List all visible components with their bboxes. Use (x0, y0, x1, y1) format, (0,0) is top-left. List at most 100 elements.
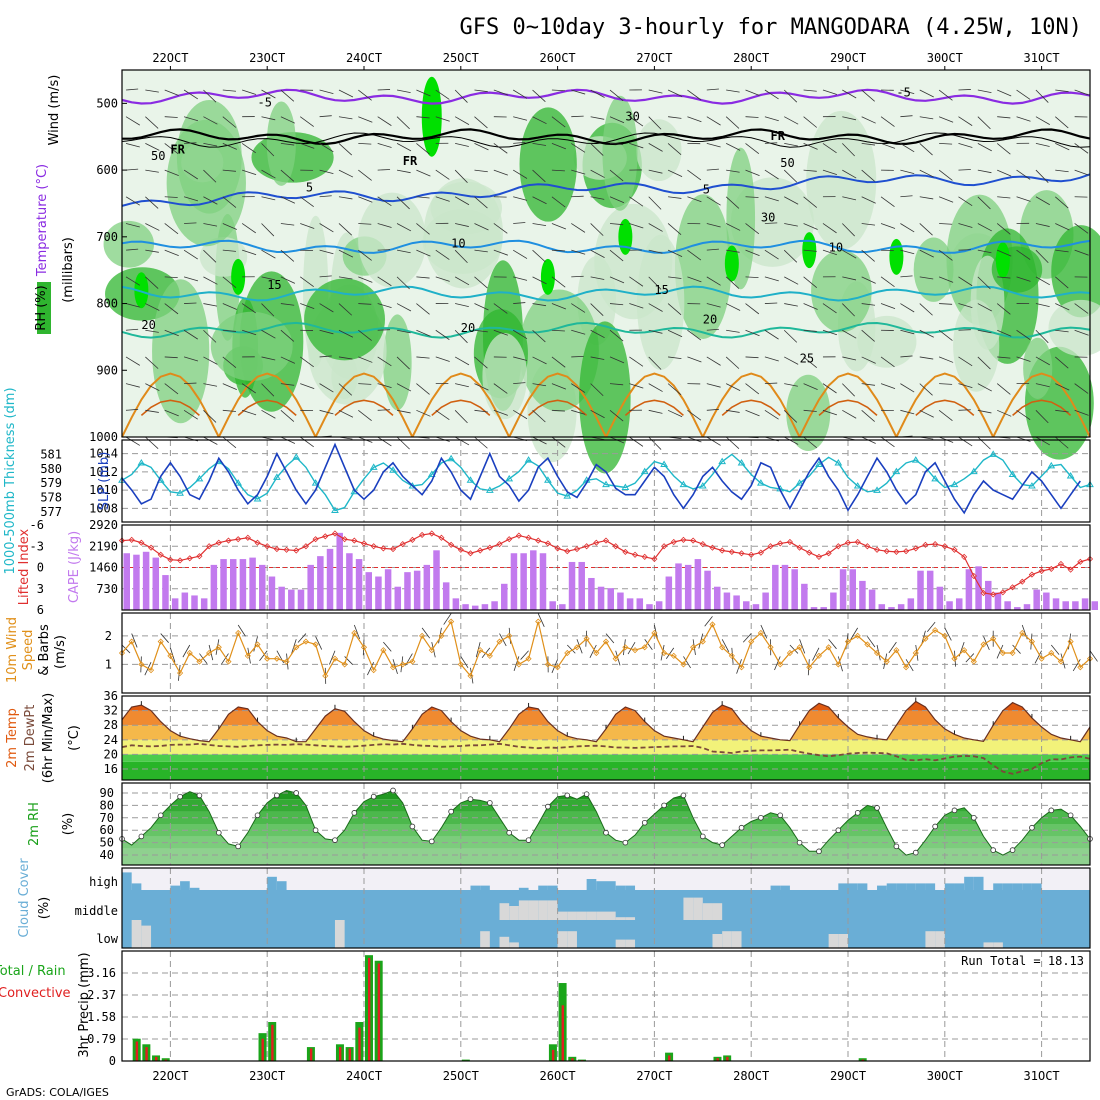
cape-bar (588, 577, 595, 610)
lifted-index-point (225, 537, 232, 544)
wind-barb (435, 169, 450, 180)
isotherm-label: 5 (306, 180, 313, 194)
wind-barb (222, 409, 236, 412)
wind-barb (513, 142, 526, 144)
rh2m-point (196, 792, 203, 799)
cloud-low-bar (557, 931, 568, 948)
cloud-high-bar (170, 885, 181, 890)
cape-bar (394, 586, 402, 610)
rh2m-tick-label: 90 (100, 786, 114, 800)
lifted-index-point (864, 543, 871, 550)
precip-convective-bar (135, 1041, 139, 1061)
wind-barb (977, 116, 991, 130)
wind-barb (184, 382, 197, 385)
wind-barb (377, 383, 392, 389)
wind-barb (474, 303, 489, 311)
cape-lifted-panel: 730 1460 2190 2920 -6 -3 0 3 6 (30, 518, 1098, 617)
wind-barb (164, 409, 179, 417)
footer-date-axis: 22OCT 23OCT 24OCT 25OCT 26OCT 27OCT 28OCT 29OCT… (152, 1069, 1059, 1083)
isotherm-label: 20 (141, 318, 155, 332)
wind-barb (125, 116, 140, 126)
wind-speed-point (225, 658, 232, 665)
lifted-index-point (980, 589, 987, 597)
rh2m-point (796, 839, 803, 846)
cape-bar (326, 548, 334, 610)
wind-barb (1055, 329, 1069, 333)
wind-barb (247, 647, 251, 664)
temp-tick-label: 32 (104, 704, 118, 718)
thickness-point (815, 460, 823, 467)
wind-barb (900, 355, 913, 358)
header-tick-label: 31OCT (1024, 51, 1060, 65)
cloud-high-bar (993, 883, 1003, 890)
wind-barb (958, 409, 971, 411)
wind-barb (997, 116, 1011, 119)
wind-barb (938, 116, 954, 123)
lifted-index-point (835, 543, 842, 550)
lifted-index-point (970, 572, 977, 580)
cloud-panel-frame (121, 867, 1091, 949)
wind-barb (764, 409, 779, 420)
cape-bar (452, 598, 460, 610)
wind-barb (861, 383, 876, 386)
wind-barb (977, 143, 992, 152)
wind-barb (783, 410, 798, 423)
wind-barb (358, 329, 372, 341)
lifted-index-point (322, 533, 329, 540)
lifted-index-point (912, 545, 919, 552)
wind-barb (280, 276, 296, 284)
wind-speed-point (835, 661, 842, 668)
wind-barb (706, 383, 721, 388)
thickness-point (369, 463, 378, 470)
wind-barb (665, 647, 675, 659)
wind-barb (396, 196, 410, 210)
wind-barb (842, 249, 857, 259)
thickness-point (679, 480, 688, 488)
temp-tick-label: 36 (104, 689, 118, 703)
precip-tick-label: 3.16 (87, 966, 116, 980)
lifted-index-point (167, 556, 174, 563)
wind-barb (319, 355, 332, 358)
rh2m-point (177, 793, 183, 800)
wind-barb (1055, 169, 1069, 173)
thickness-point (447, 454, 456, 462)
wind-speed-point (1057, 658, 1065, 665)
wind-barb (1055, 383, 1070, 391)
wind-speed-point (496, 638, 503, 645)
wind-barb (532, 276, 547, 285)
wind-barb (1016, 196, 1031, 202)
wind-barb (454, 410, 468, 424)
wind-barb (222, 223, 237, 230)
rh-ytick-label: 500 (96, 96, 118, 110)
wind-barb (520, 650, 529, 660)
thickness-point (1066, 471, 1075, 479)
wind-barb (958, 276, 973, 287)
wind-barb (609, 249, 624, 262)
lifted-index-point (486, 544, 493, 551)
lifted-index-point (651, 555, 658, 563)
wind-barb (338, 329, 354, 338)
cape-bar (791, 569, 798, 610)
wind-barb (706, 143, 721, 148)
wind-speed-point (477, 647, 484, 654)
wind-barb (183, 89, 198, 100)
cape-bar (830, 592, 837, 610)
wind-barb (609, 303, 624, 306)
lifted-index-point (932, 541, 939, 548)
wind-barb (996, 303, 1011, 315)
lifted-index-point (815, 553, 823, 560)
cape-bar (994, 592, 1002, 610)
wind-speed-point (273, 655, 280, 662)
lifted-index-point (457, 546, 464, 553)
rh-contour-fill (636, 234, 685, 370)
wind-barb (164, 249, 179, 257)
wind-barb (183, 329, 198, 340)
wind-barb (745, 303, 760, 315)
lifted-index-point (922, 541, 929, 548)
wind-barb (944, 627, 952, 641)
rh-high-core (134, 272, 149, 309)
wind-barb (145, 276, 159, 289)
cape-bar (694, 559, 702, 610)
wind-barb (590, 383, 604, 397)
rh-ytick-label: 600 (96, 163, 118, 177)
